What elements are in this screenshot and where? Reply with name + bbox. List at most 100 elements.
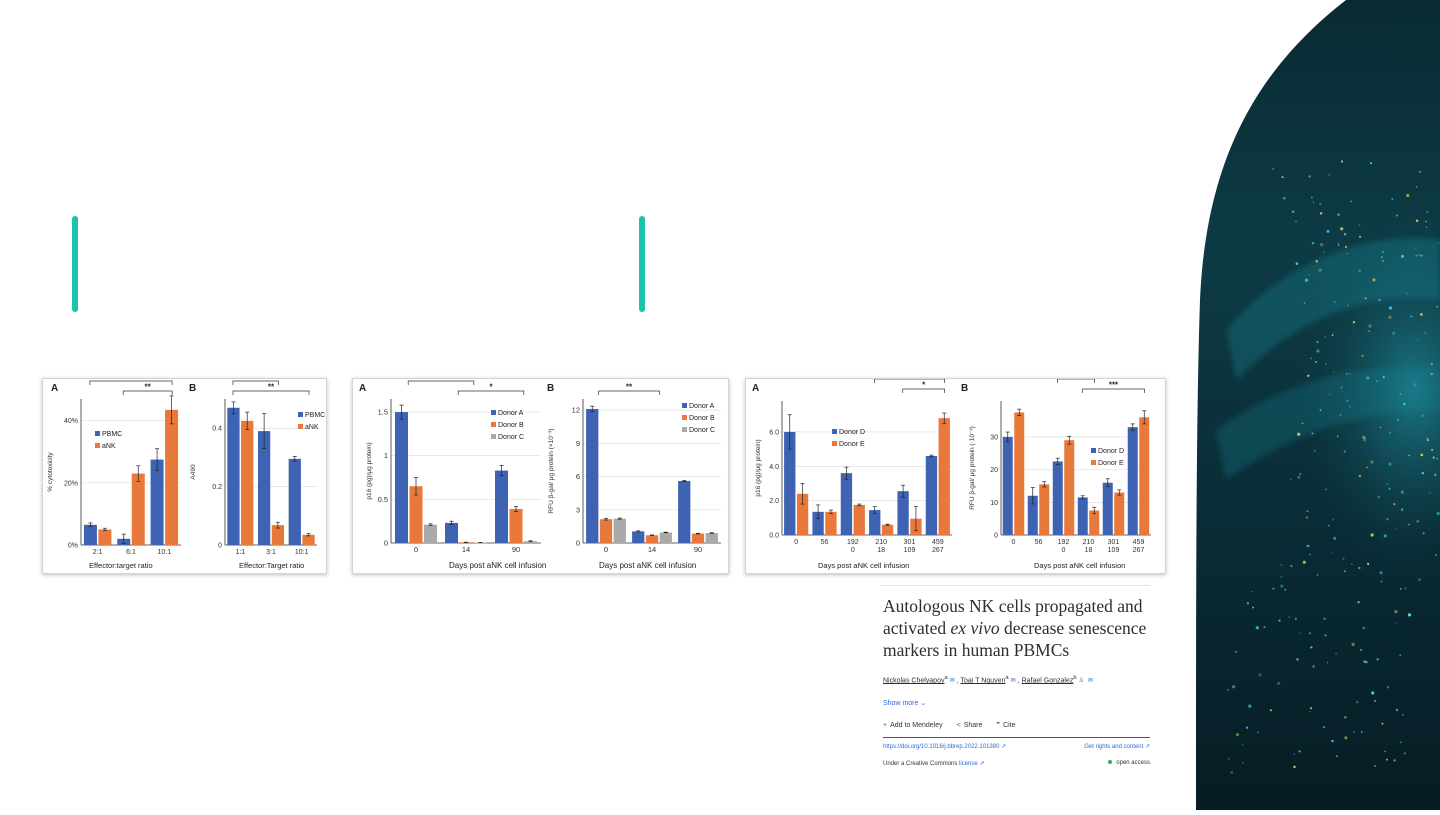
particle-dot [1345, 399, 1349, 402]
legend-label: aNK [102, 443, 116, 450]
legend-swatch [95, 431, 100, 436]
significance-bracket [1057, 379, 1095, 383]
legend-swatch [682, 415, 687, 420]
legend-swatch [95, 443, 100, 448]
x-tick-label: 459 [932, 539, 944, 546]
cite-button[interactable]: ❞ Cite [996, 722, 1016, 729]
particle-dot [1400, 490, 1404, 494]
particle-dot [1349, 372, 1351, 375]
particle-dot [1280, 575, 1283, 578]
particle-dot [1241, 743, 1244, 746]
y-axis-title: RFU β-gal/ μg protein (×10⁻³) [548, 428, 555, 513]
bar [302, 534, 315, 545]
significance-label: ** [438, 379, 445, 382]
bar [881, 524, 894, 535]
x-tick-label: 10:1 [158, 549, 172, 556]
particle-dot [1425, 226, 1428, 229]
mail-icon[interactable]: ✉ [949, 678, 955, 685]
legend-swatch [832, 441, 837, 446]
particle-dot [1414, 248, 1417, 250]
particle-dot [1309, 710, 1311, 713]
bar [796, 493, 809, 535]
particle-dot [1308, 545, 1310, 547]
show-more-link[interactable]: Show more ⌄ [883, 700, 927, 707]
x-tick-label: 459 [1133, 539, 1145, 546]
particle-dot [1322, 251, 1325, 254]
particle-dot [1379, 571, 1383, 575]
doi-link[interactable]: https://doi.org/10.1016/j.bbrep.2022.101… [883, 744, 1007, 750]
particle-dot [1399, 392, 1402, 395]
particle-dot [1363, 660, 1366, 663]
panel-letter-a: A [752, 383, 759, 394]
bar [227, 407, 240, 545]
significance-label: ** [128, 379, 135, 382]
y-axis-title: p16 (pg)/μg protein) [755, 439, 762, 496]
particle-dot [1352, 730, 1356, 734]
particle-dot [1294, 617, 1297, 620]
bar [645, 535, 659, 543]
bar [853, 504, 865, 535]
mail-icon[interactable]: ✉ [1010, 678, 1016, 685]
particle-dot [1336, 435, 1339, 438]
author-link[interactable]: Rafael Gonzalez [1021, 677, 1074, 685]
significance-bracket [874, 379, 945, 383]
particle-dot [1242, 762, 1244, 764]
particle-dot [1277, 681, 1281, 685]
significance-bracket [89, 380, 173, 385]
particle-dot [1303, 302, 1306, 304]
particle-dot [1382, 260, 1385, 263]
particle-dot [1367, 562, 1370, 565]
panel-letter-b: B [961, 383, 968, 394]
particle-dot [1346, 304, 1349, 307]
significance-bracket [232, 390, 310, 395]
particle-dot [1302, 560, 1306, 564]
particle-dot [1329, 393, 1331, 396]
legend-label: PBMC [102, 431, 122, 438]
significance-label: * [489, 383, 493, 392]
particle-dot [1415, 186, 1418, 188]
bar [98, 529, 112, 545]
particle-dot [1281, 176, 1284, 179]
significance-label: * [922, 381, 926, 390]
y-tick-label: 0.0 [769, 533, 779, 540]
particle-dot [1371, 691, 1375, 695]
legend-label: Donor C [689, 427, 715, 434]
legend-label: Donor E [839, 441, 865, 448]
legend-label: PBMC [305, 412, 325, 419]
chevron-down-icon: ⌄ [920, 700, 927, 707]
bar [288, 458, 301, 545]
rights-link[interactable]: Get rights and content ↗ [1084, 744, 1150, 750]
particle-dot [1351, 642, 1355, 647]
bar [1114, 492, 1125, 535]
particle-dot [1328, 174, 1331, 176]
particle-dot [1333, 536, 1337, 540]
particle-dot [1299, 632, 1302, 635]
person-icon[interactable]: ♙ [1078, 678, 1084, 685]
bar [897, 491, 909, 535]
particle-dot [1431, 448, 1434, 451]
add-to-mendeley-button[interactable]: + Add to Mendeley [883, 722, 943, 729]
author-link[interactable]: Nickolas Chelyapov [883, 677, 945, 685]
particle-dot [1380, 580, 1383, 583]
particle-dot [1393, 759, 1396, 762]
particle-dot [1377, 495, 1380, 499]
x-tick-label: 267 [932, 547, 944, 554]
particle-dot [1418, 253, 1422, 257]
particle-dot [1308, 632, 1311, 635]
x-tick-label: 0 [1062, 547, 1066, 554]
particle-dot [1357, 601, 1360, 604]
particle-dot [1344, 716, 1347, 719]
share-button[interactable]: < Share [956, 722, 983, 729]
author-link[interactable]: Toai T Nguyen [960, 677, 1006, 685]
particle-dot [1413, 383, 1417, 387]
particle-dot [1227, 757, 1230, 760]
mail-icon[interactable]: ✉ [1088, 678, 1094, 685]
license-link[interactable]: license [959, 761, 978, 767]
legend-label: Donor A [498, 410, 524, 417]
bar [678, 480, 691, 543]
y-tick-label: 6 [576, 472, 580, 481]
particle-dot [1235, 650, 1238, 653]
particle-dot [1407, 613, 1412, 617]
particle-dot [1324, 634, 1327, 637]
particle-dot [1282, 196, 1286, 200]
